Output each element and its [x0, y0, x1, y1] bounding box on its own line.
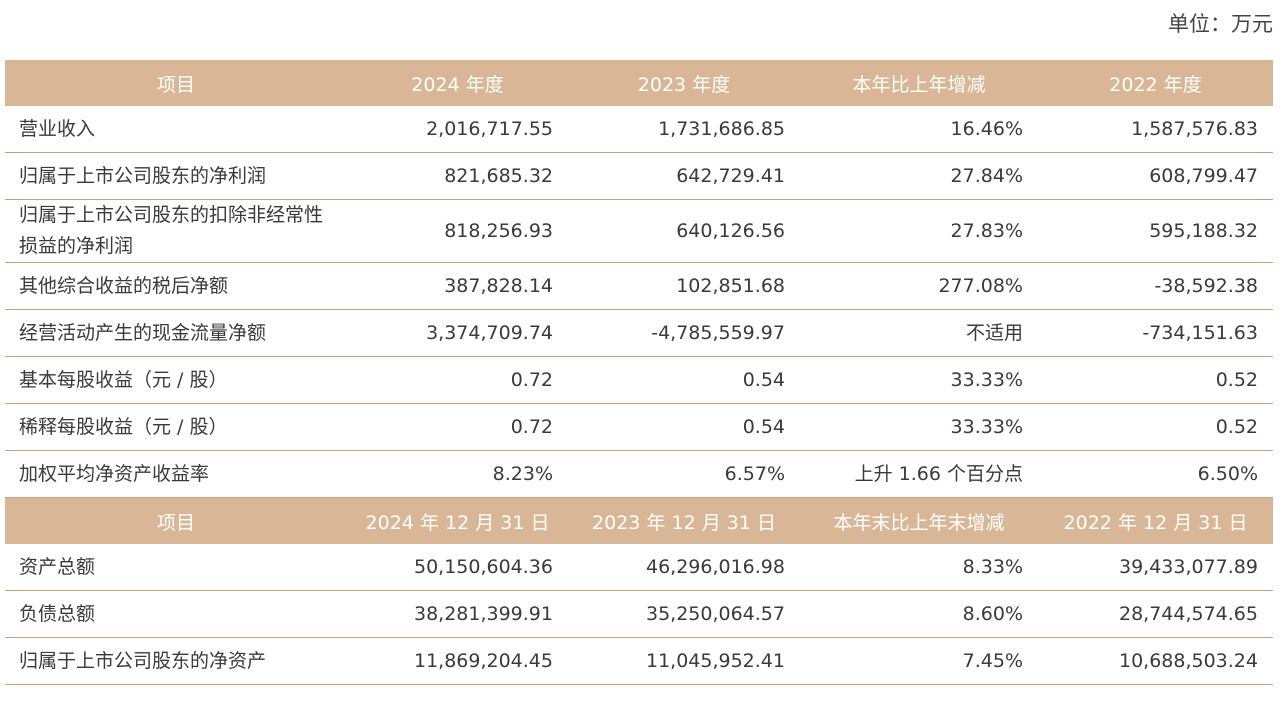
value-cell: 387,828.14 — [347, 262, 568, 310]
value-cell: 7.45% — [800, 637, 1038, 685]
value-cell: 0.72 — [347, 356, 568, 404]
data-row: 加权平均净资产收益率 8.23% 6.57% 上升 1.66 个百分点 6.50% — [5, 450, 1273, 498]
data-row: 基本每股收益（元 / 股） 0.72 0.54 33.33% 0.52 — [5, 356, 1273, 404]
data-row: 归属于上市公司股东的净资产 11,869,204.45 11,045,952.41 7… — [5, 637, 1273, 685]
value-cell: 39,433,077.89 — [1038, 544, 1273, 591]
value-cell: 16.46% — [800, 106, 1038, 153]
value-cell: 818,256.93 — [347, 199, 568, 263]
row-label: 其他综合收益的税后净额 — [5, 262, 347, 310]
row-label: 经营活动产生的现金流量净额 — [5, 309, 347, 357]
value-cell: 6.57% — [568, 450, 800, 498]
value-cell: 821,685.32 — [347, 152, 568, 200]
value-cell: 0.52 — [1038, 356, 1273, 404]
data-row: 资产总额 50,150,604.36 46,296,016.98 8.33% 39,43… — [5, 544, 1273, 591]
value-cell: 38,281,399.91 — [347, 590, 568, 638]
value-cell: 1,731,686.85 — [568, 106, 800, 153]
table-body: 项目 2024 年度 2023 年度 本年比上年增减 2022 年度 营业收入 2,016,… — [5, 60, 1273, 685]
header-row: 项目 2024 年 12 月 31 日 2023 年 12 月 31 日本年末比上年… — [5, 497, 1273, 544]
value-cell: 27.84% — [800, 152, 1038, 200]
value-cell: 640,126.56 — [568, 199, 800, 263]
data-row: 经营活动产生的现金流量净额 3,374,709.74 -4,785,559.97 不适… — [5, 309, 1273, 357]
value-cell: 102,851.68 — [568, 262, 800, 310]
row-label: 负债总额 — [5, 590, 347, 638]
value-cell: 不适用 — [800, 309, 1038, 357]
data-row: 其他综合收益的税后净额 387,828.14 102,851.68 277.08% -3… — [5, 262, 1273, 310]
header-cell: 2023 年 12 月 31 日 — [568, 497, 800, 544]
value-cell: 1,587,576.83 — [1038, 106, 1273, 153]
row-label: 基本每股收益（元 / 股） — [5, 356, 347, 404]
header-row: 项目 2024 年度 2023 年度 本年比上年增减 2022 年度 — [5, 60, 1273, 106]
value-cell: 33.33% — [800, 403, 1038, 451]
data-row: 归属于上市公司股东的净利润 821,685.32 642,729.41 27.84% 6… — [5, 152, 1273, 200]
value-cell: 0.72 — [347, 403, 568, 451]
value-cell: 33.33% — [800, 356, 1038, 404]
data-row: 归属于上市公司股东的扣除非经常性损益的净利润 818,256.93 640,126.… — [5, 199, 1273, 263]
value-cell: 10,688,503.24 — [1038, 637, 1273, 685]
value-cell: 46,296,016.98 — [568, 544, 800, 591]
header-cell: 本年比上年增减 — [800, 60, 1038, 106]
row-label: 归属于上市公司股东的扣除非经常性损益的净利润 — [5, 199, 347, 263]
value-cell: 0.54 — [568, 403, 800, 451]
row-label: 归属于上市公司股东的净利润 — [5, 152, 347, 200]
header-cell: 本年末比上年末增减 — [800, 497, 1038, 544]
row-label: 资产总额 — [5, 544, 347, 591]
value-cell: 2,016,717.55 — [347, 106, 568, 153]
row-label: 营业收入 — [5, 106, 347, 153]
row-label: 加权平均净资产收益率 — [5, 450, 347, 498]
value-cell: 27.83% — [800, 199, 1038, 263]
data-row: 稀释每股收益（元 / 股） 0.72 0.54 33.33% 0.52 — [5, 403, 1273, 451]
header-cell: 2024 年 12 月 31 日 — [347, 497, 568, 544]
value-cell: 8.60% — [800, 590, 1038, 638]
data-table: 项目 2024 年度 2023 年度 本年比上年增减 2022 年度 营业收入 2,016,… — [5, 60, 1273, 685]
value-cell: 608,799.47 — [1038, 152, 1273, 200]
row-label: 归属于上市公司股东的净资产 — [5, 637, 347, 685]
data-row: 负债总额 38,281,399.91 35,250,064.57 8.60% 28,74… — [5, 590, 1273, 638]
value-cell: 上升 1.66 个百分点 — [800, 450, 1038, 498]
value-cell: 6.50% — [1038, 450, 1273, 498]
header-cell: 2022 年 12 月 31 日 — [1038, 497, 1273, 544]
header-cell: 项目 — [5, 497, 347, 544]
value-cell: -38,592.38 — [1038, 262, 1273, 310]
value-cell: 50,150,604.36 — [347, 544, 568, 591]
value-cell: 8.33% — [800, 544, 1038, 591]
header-cell: 2024 年度 — [347, 60, 568, 106]
value-cell: 642,729.41 — [568, 152, 800, 200]
value-cell: 35,250,064.57 — [568, 590, 800, 638]
unit-label: 单位：万元 — [1168, 12, 1273, 36]
value-cell: 595,188.32 — [1038, 199, 1273, 263]
value-cell: 11,045,952.41 — [568, 637, 800, 685]
value-cell: 3,374,709.74 — [347, 309, 568, 357]
value-cell: 0.52 — [1038, 403, 1273, 451]
header-cell: 2023 年度 — [568, 60, 800, 106]
value-cell: 0.54 — [568, 356, 800, 404]
value-cell: 28,744,574.65 — [1038, 590, 1273, 638]
data-row: 营业收入 2,016,717.55 1,731,686.85 16.46% 1,587,… — [5, 106, 1273, 153]
value-cell: 277.08% — [800, 262, 1038, 310]
value-cell: -734,151.63 — [1038, 309, 1273, 357]
value-cell: 11,869,204.45 — [347, 637, 568, 685]
value-cell: 8.23% — [347, 450, 568, 498]
row-label: 稀释每股收益（元 / 股） — [5, 403, 347, 451]
header-cell: 2022 年度 — [1038, 60, 1273, 106]
header-cell: 项目 — [5, 60, 347, 106]
value-cell: -4,785,559.97 — [568, 309, 800, 357]
